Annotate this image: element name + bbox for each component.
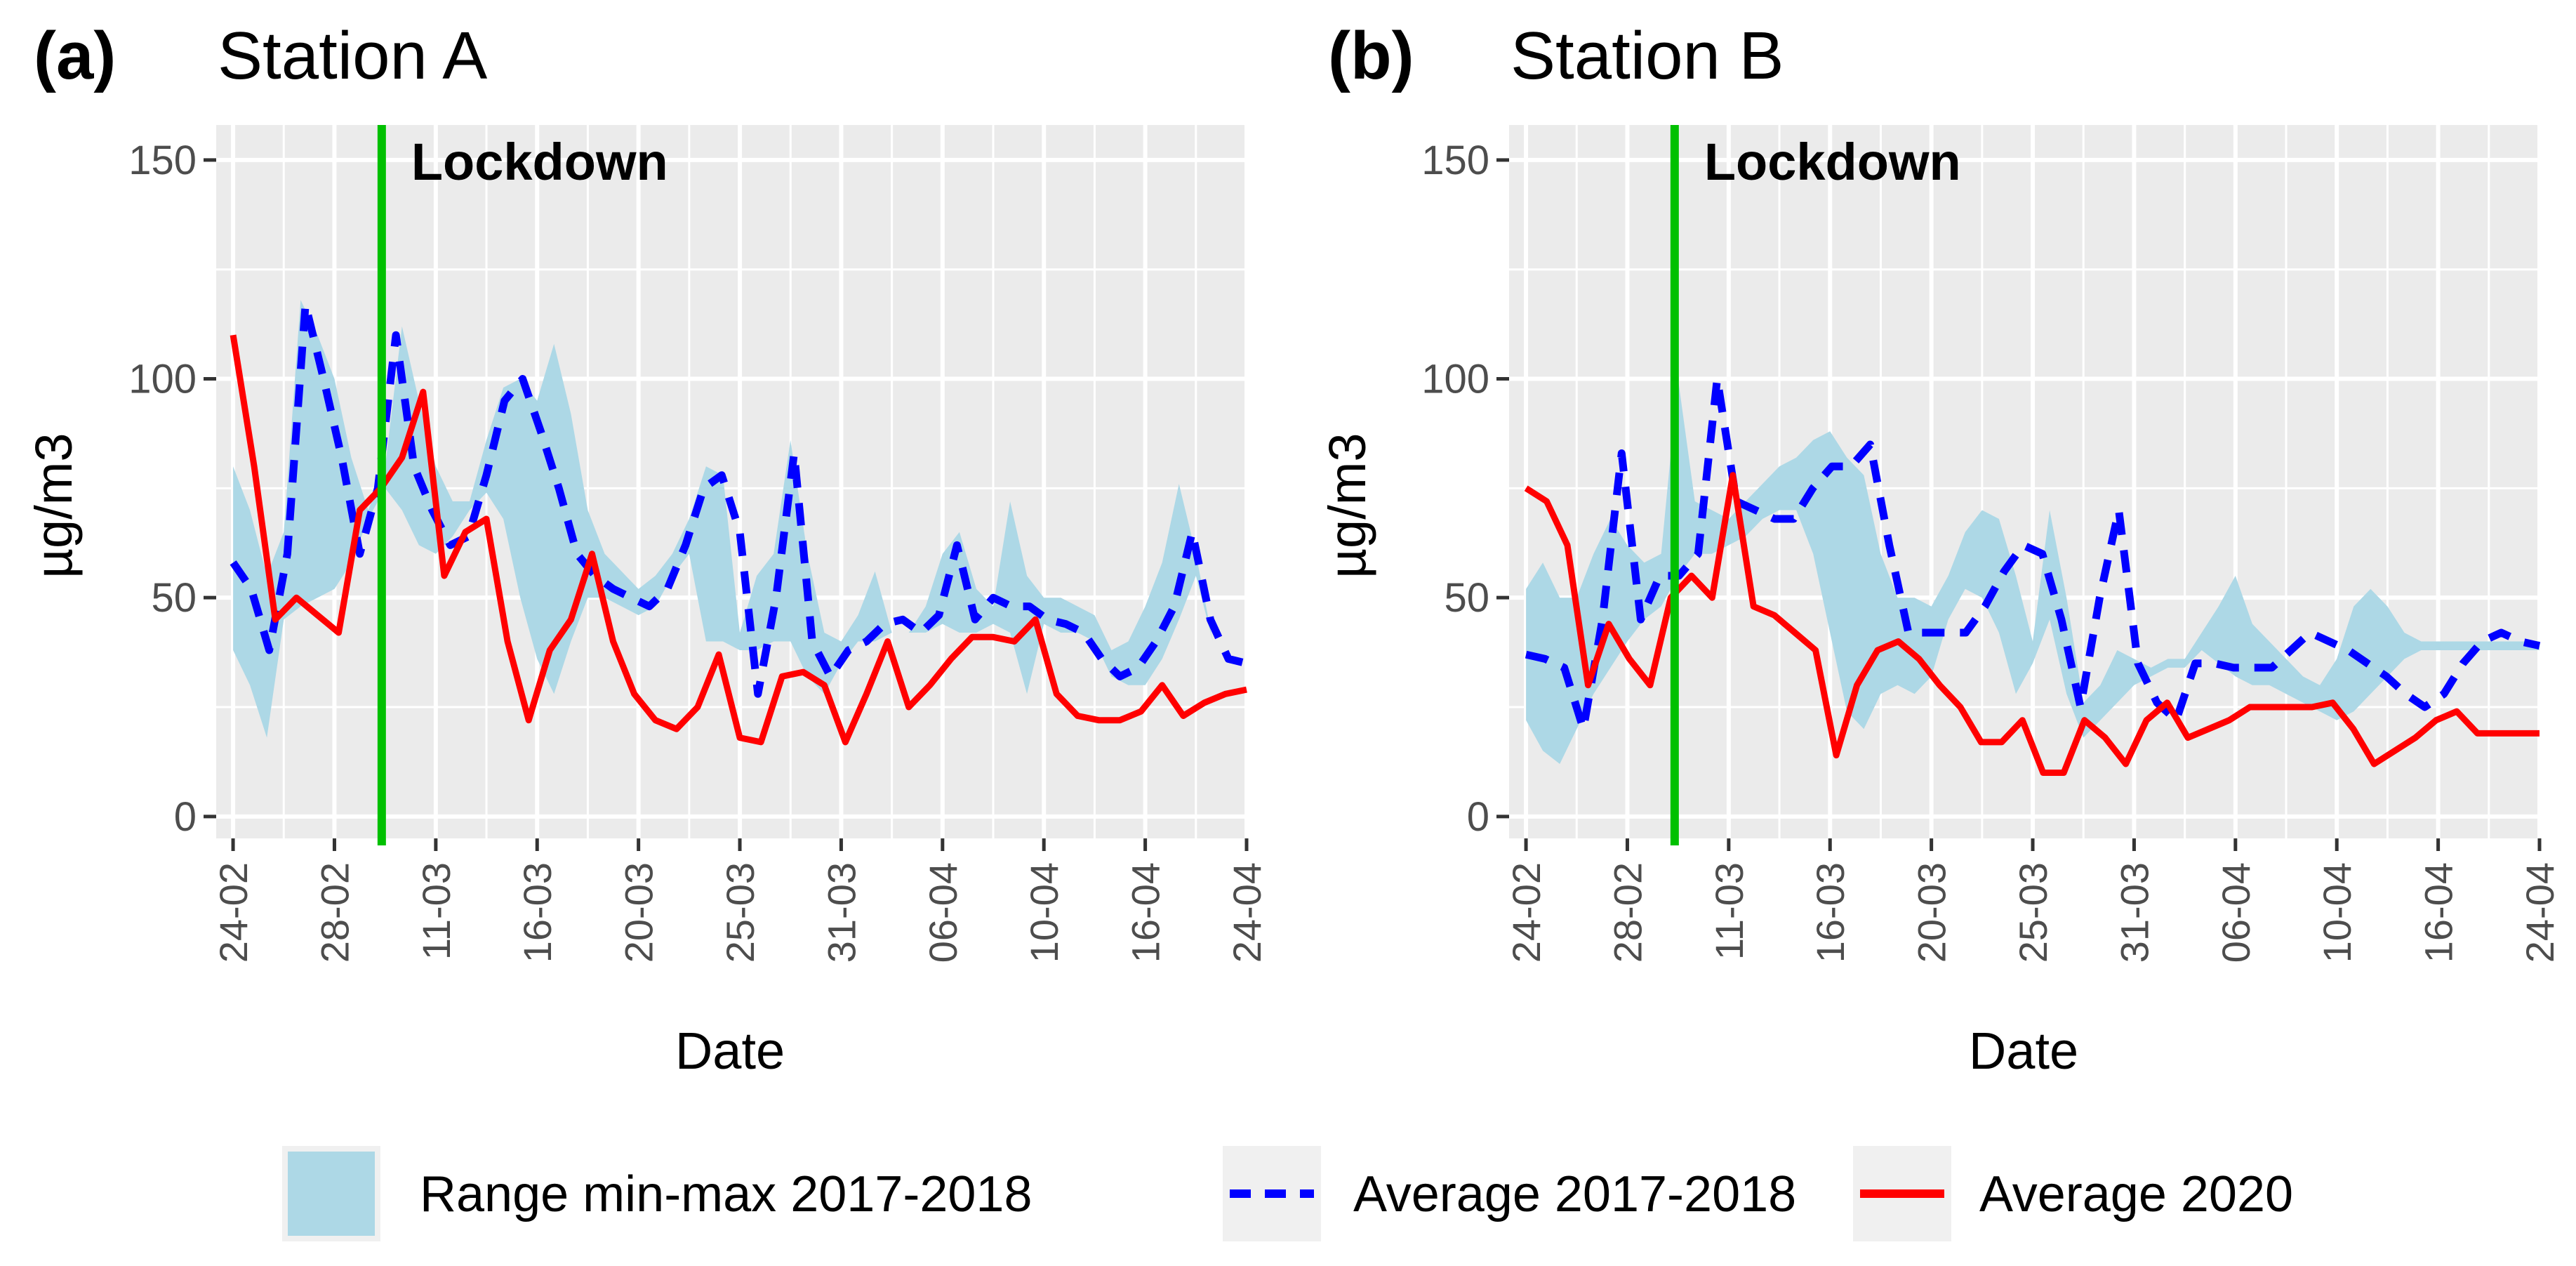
- x-tick-label: 25-03: [2011, 862, 2055, 963]
- chart-title: Station A: [218, 18, 487, 93]
- x-tick-label: 11-03: [1707, 862, 1751, 960]
- x-tick-label: 06-04: [2214, 862, 2258, 963]
- y-tick-label: 150: [1421, 138, 1489, 183]
- x-axis-label: Date: [675, 1022, 785, 1080]
- y-tick-label: 100: [1421, 357, 1489, 402]
- y-tick-label: 0: [174, 794, 197, 840]
- x-tick-label: 10-04: [1022, 862, 1066, 963]
- y-tick-label: 50: [151, 575, 197, 621]
- plot-background: [216, 125, 1247, 838]
- panel-station-b: (b) Station B µg/m3 Date Lockdown 0 50 100 1…: [1318, 18, 2562, 1080]
- x-tick-label: 20-03: [617, 862, 661, 963]
- y-tick-label: 50: [1444, 575, 1489, 621]
- panel-tag: (a): [34, 18, 116, 93]
- x-tick-label: 24-04: [2518, 862, 2562, 963]
- x-tick-label: 24-02: [211, 862, 255, 963]
- series-line-average-2020: [1524, 472, 2540, 776]
- x-tick-label: 31-03: [2112, 862, 2156, 963]
- legend-label-range: Range min-max 2017-2018: [420, 1166, 1033, 1222]
- legend-label-avg-2020: Average 2020: [1979, 1166, 2293, 1222]
- lockdown-label: Lockdown: [411, 133, 668, 191]
- series-line-average-2020: [230, 334, 1247, 746]
- range-band: [1526, 378, 2540, 764]
- series-line-average-2017-2018: [1525, 375, 2541, 733]
- x-tick-label: 31-03: [819, 862, 863, 963]
- panel-station-a: (a) Station A µg/m3 Date Lockdown 0 50 100 1…: [25, 18, 1269, 1080]
- x-tick-label: 24-02: [1504, 862, 1548, 963]
- y-axis-label: µg/m3: [1318, 433, 1376, 578]
- legend-label-avg-2017-2018: Average 2017-2018: [1353, 1166, 1796, 1222]
- x-tick-label: 25-03: [718, 862, 762, 963]
- x-tick-label: 28-02: [313, 862, 357, 963]
- x-axis-label: Date: [1969, 1022, 2078, 1080]
- x-tick-label: 11-03: [414, 862, 458, 960]
- chart-title: Station B: [1511, 18, 1784, 93]
- x-tick-label: 10-04: [2315, 862, 2359, 963]
- panel-tag: (b): [1328, 18, 1414, 93]
- legend-band-swatch: [288, 1152, 375, 1236]
- x-tick-label: 28-02: [1606, 862, 1650, 963]
- x-tick-label: 06-04: [921, 862, 965, 963]
- y-axis-label: µg/m3: [25, 433, 83, 578]
- legend: Range min-max 2017-2018 Average 2017-201…: [282, 1146, 2293, 1241]
- x-tick-label: 24-04: [1225, 862, 1269, 963]
- y-tick-label: 0: [1467, 794, 1489, 840]
- x-tick-label: 16-03: [1808, 862, 1852, 963]
- x-tick-label: 16-04: [2417, 862, 2461, 963]
- x-tick-label: 20-03: [1910, 862, 1954, 963]
- y-tick-label: 150: [128, 138, 197, 183]
- x-tick-label: 16-03: [515, 862, 559, 963]
- series-line-average-2017-2018: [230, 301, 1248, 698]
- x-tick-label: 16-04: [1124, 862, 1168, 963]
- y-tick-label: 100: [128, 357, 197, 402]
- lockdown-label: Lockdown: [1704, 133, 1961, 191]
